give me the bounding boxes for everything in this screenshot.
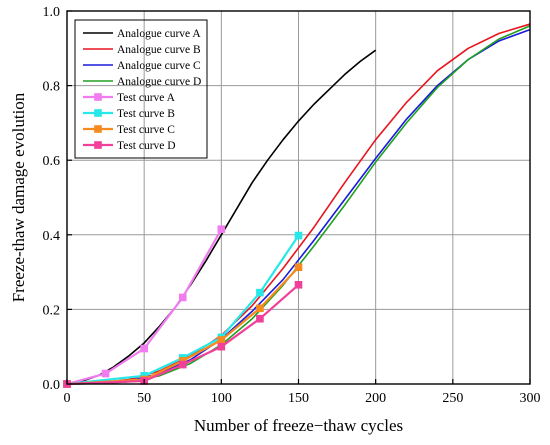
legend-label: Analogue curve B xyxy=(117,44,201,56)
series-line xyxy=(66,234,300,386)
data-point xyxy=(178,293,187,302)
series-line xyxy=(66,266,300,386)
x-tick-label: 0 xyxy=(64,391,71,406)
legend-label: Analogue curve C xyxy=(117,60,201,72)
legend-label: Test curve D xyxy=(117,140,176,152)
data-point xyxy=(178,360,187,369)
x-tick-label: 100 xyxy=(211,391,232,406)
data-point xyxy=(256,304,264,313)
legend: Analogue curve A Analogue curve B Analogue… xyxy=(74,19,208,159)
legend-label: Test curve B xyxy=(117,108,175,120)
y-axis-label: Freeze-thaw damage evolution xyxy=(9,92,28,302)
legend-item: Test curve D xyxy=(83,140,176,152)
legend-marker xyxy=(94,125,102,133)
y-tick-label: 0.6 xyxy=(43,154,61,169)
x-tick-label: 250 xyxy=(442,391,463,406)
data-point xyxy=(217,342,226,351)
x-tick-label: 200 xyxy=(365,391,386,406)
data-point xyxy=(217,225,226,234)
legend-item: Test curve C xyxy=(83,124,175,136)
legend-marker xyxy=(94,109,102,117)
y-tick-label: 0.2 xyxy=(43,303,61,318)
x-tick-label: 300 xyxy=(520,391,541,406)
data-point xyxy=(140,344,148,353)
legend-item: Analogue curve B xyxy=(83,44,201,56)
legend-frame xyxy=(74,19,208,159)
data-point xyxy=(101,369,110,378)
data-point xyxy=(294,263,303,272)
series-1 xyxy=(66,49,377,385)
legend-item: Analogue curve D xyxy=(83,76,201,88)
y-tick-label: 1.0 xyxy=(43,5,61,20)
data-point xyxy=(217,336,226,344)
y-tick-label: 0.0 xyxy=(43,378,61,393)
legend-label: Test curve C xyxy=(117,124,175,136)
data-point xyxy=(256,288,264,297)
x-axis-label: Number of freeze−thaw cycles xyxy=(194,416,403,435)
y-tick-label: 0.4 xyxy=(43,229,61,244)
tick-labels: 0 50 100 150 200 250 300 0.0 0.2 0.4 0.6 0.8 1.0 xyxy=(43,5,541,406)
legend-item: Analogue curve A xyxy=(83,28,201,40)
x-tick-label: 150 xyxy=(288,391,309,406)
legend-label: Analogue curve D xyxy=(117,76,201,88)
series-line xyxy=(66,49,377,385)
legend-item: Test curve A xyxy=(83,92,176,104)
axis-ticks xyxy=(66,10,531,385)
data-point xyxy=(294,231,303,240)
x-tick-label: 50 xyxy=(137,391,151,406)
legend-item: Analogue curve C xyxy=(83,60,201,72)
data-point xyxy=(256,314,264,323)
legend-marker xyxy=(94,93,102,101)
legend-label: Test curve A xyxy=(117,92,176,104)
series-layer xyxy=(63,23,531,388)
legend-marker xyxy=(94,141,102,149)
series-line xyxy=(66,283,300,386)
data-point xyxy=(294,280,303,289)
y-tick-label: 0.8 xyxy=(43,80,61,95)
legend-item: Test curve B xyxy=(83,108,175,120)
legend-label: Analogue curve A xyxy=(117,28,201,40)
